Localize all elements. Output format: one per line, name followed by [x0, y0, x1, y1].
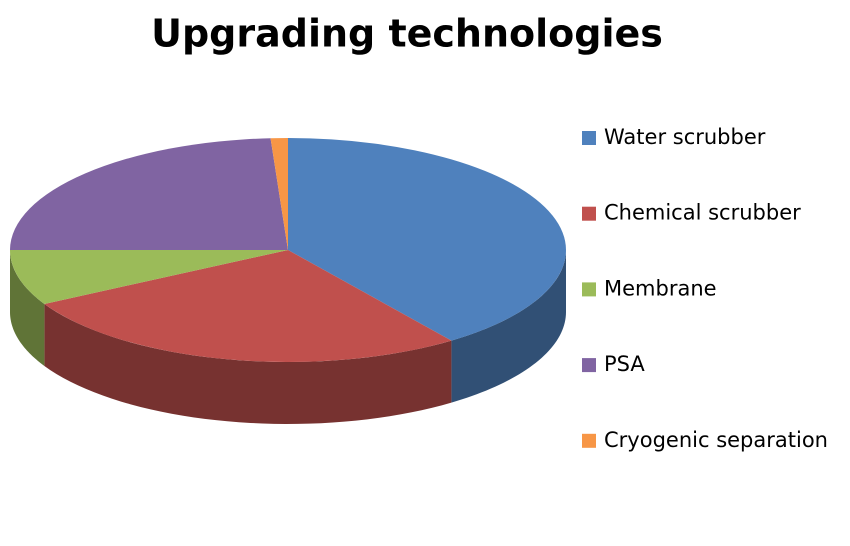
legend-label: Membrane — [604, 276, 717, 300]
legend: Water scrubber Chemical scrubber Membrane P… — [582, 125, 828, 452]
chart-title: Upgrading technologies — [151, 12, 663, 56]
legend-swatch — [582, 358, 596, 373]
slice — [288, 138, 566, 341]
slice-side — [10, 250, 45, 366]
legend-swatch — [582, 206, 596, 221]
legend-label: PSA — [604, 352, 645, 376]
slice — [10, 138, 288, 250]
slice-side — [44, 303, 452, 424]
legend-label: Cryogenic separation — [604, 428, 828, 452]
legend-swatch — [582, 131, 596, 145]
slice — [270, 138, 288, 250]
legend-swatch — [582, 282, 596, 297]
pie — [9, 138, 566, 424]
slice — [44, 250, 452, 362]
slice — [9, 250, 288, 304]
legend-swatch — [582, 433, 596, 448]
slice-side — [451, 250, 566, 403]
legend-label: Water scrubber — [604, 125, 766, 149]
legend-label: Chemical scrubber — [604, 201, 801, 225]
